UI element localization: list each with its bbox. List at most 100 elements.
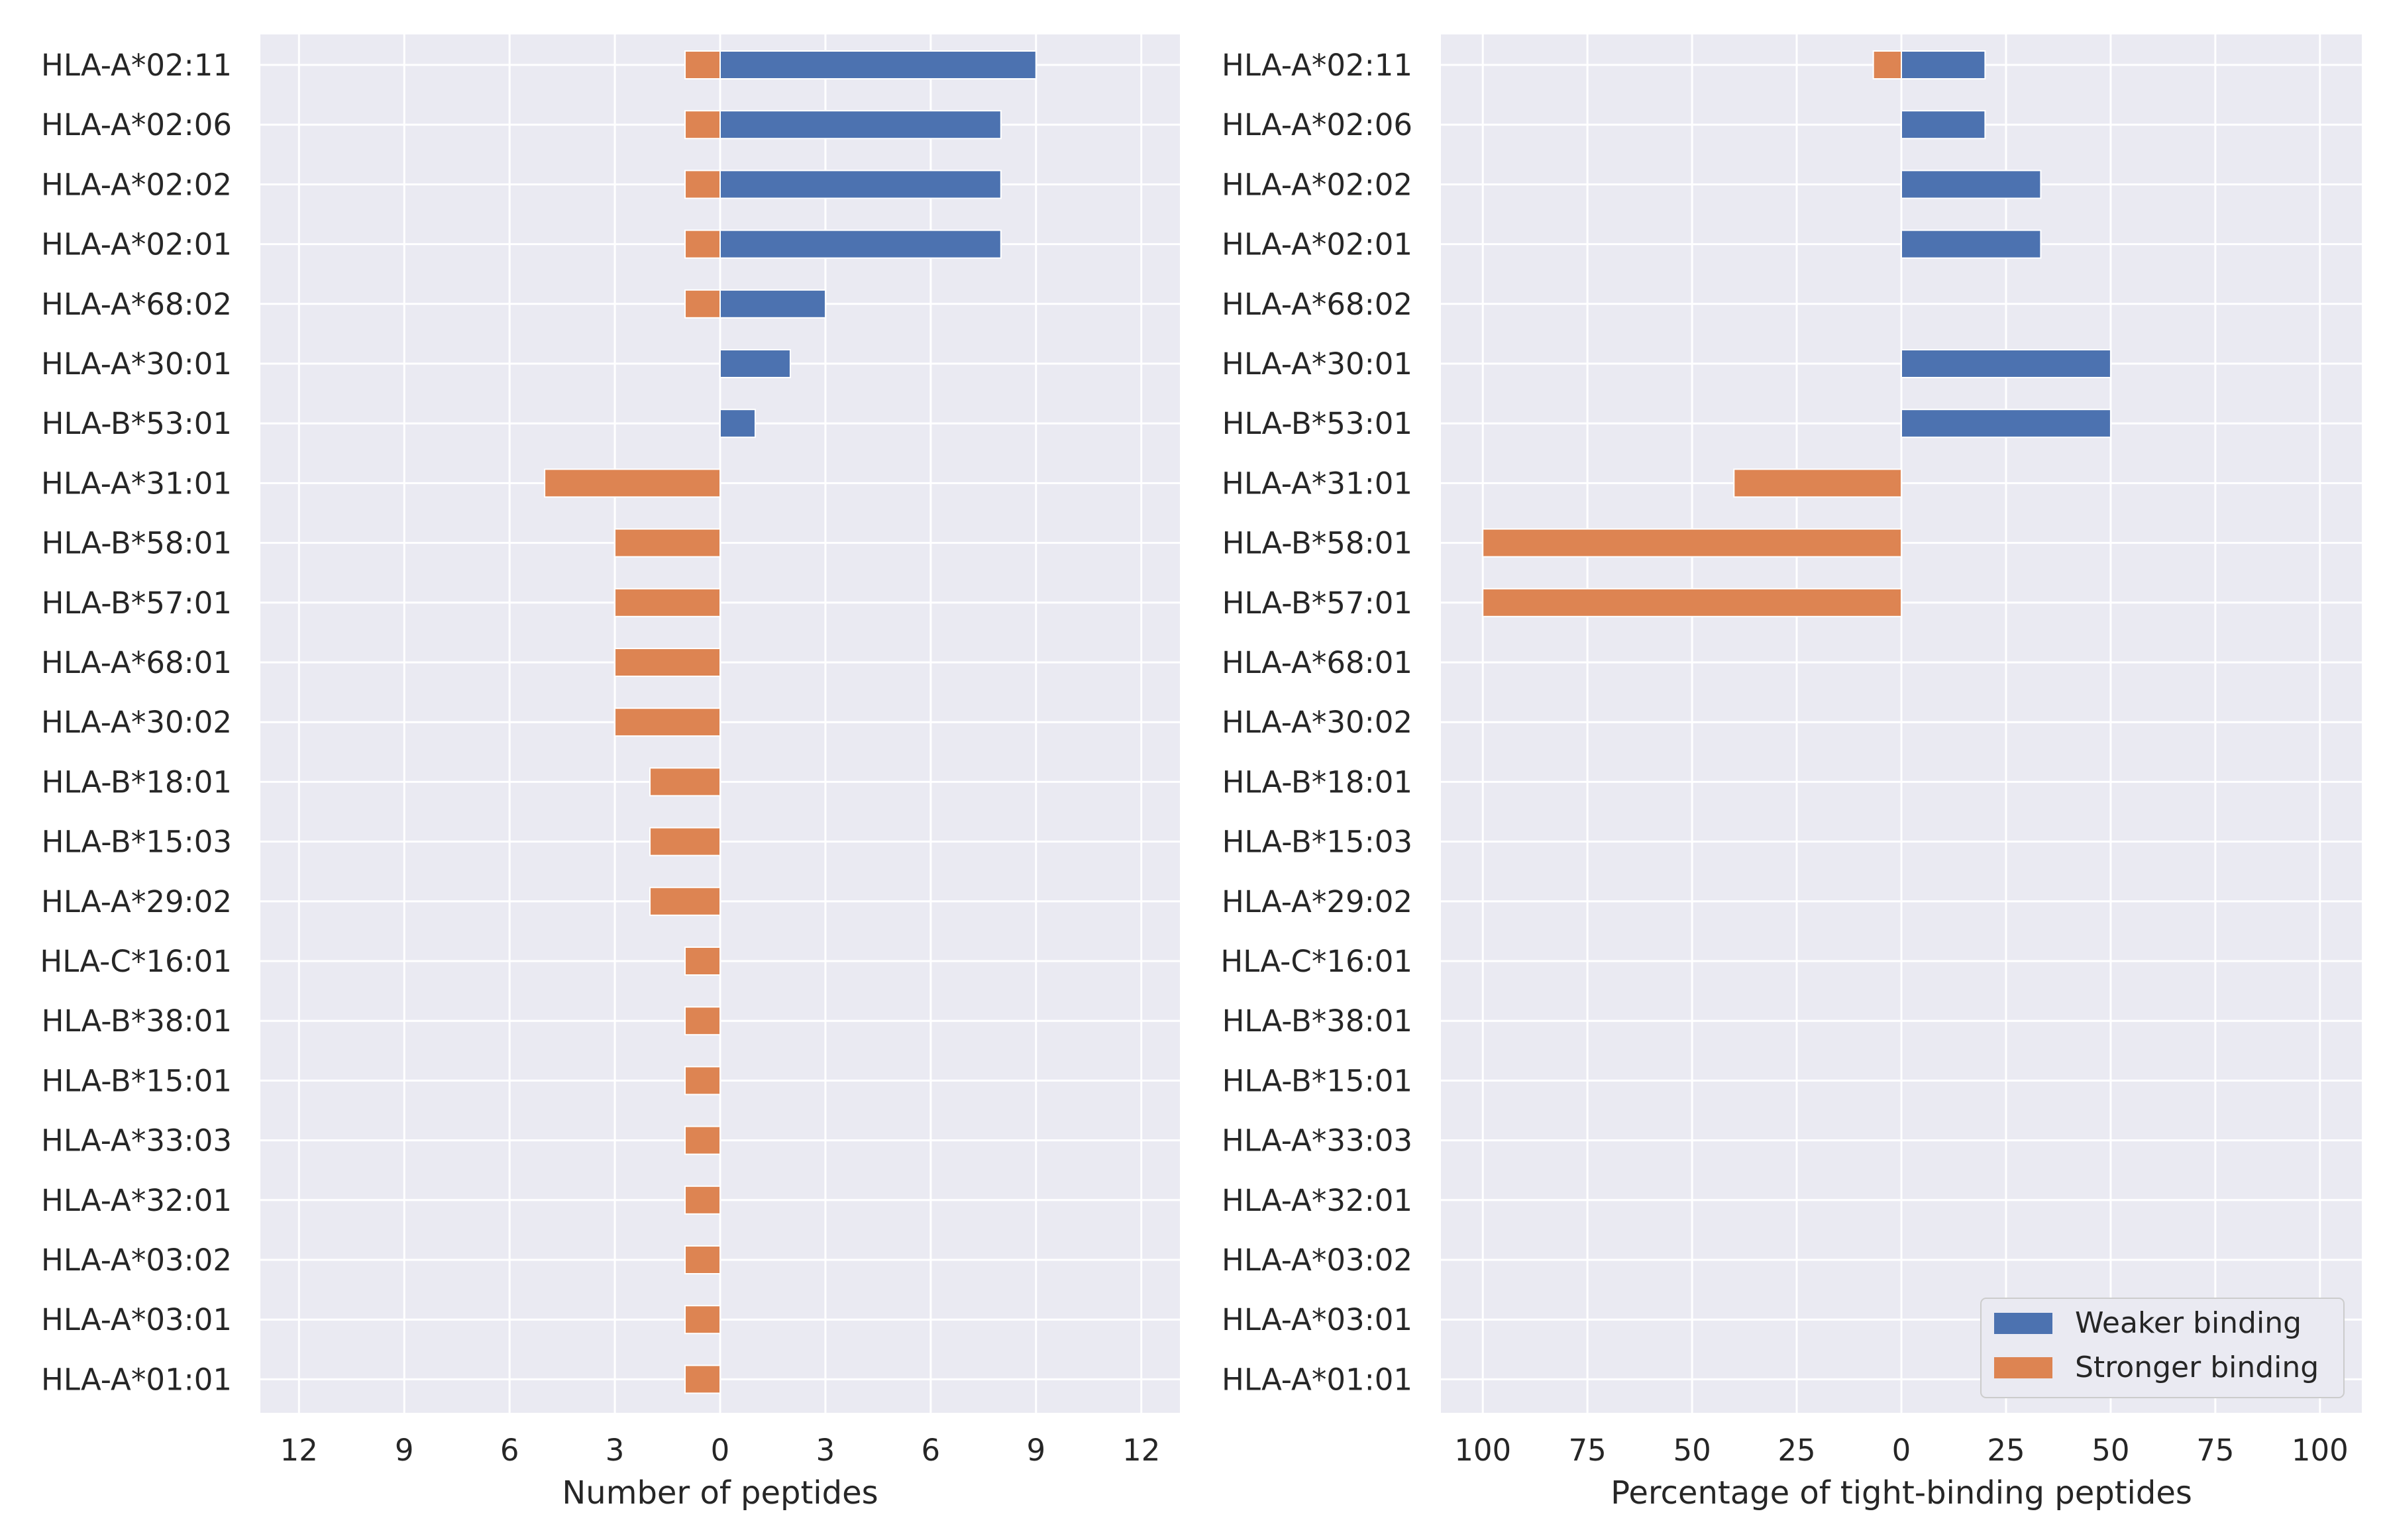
y-tick-label: HLA-B*15:03 — [1222, 825, 1412, 860]
bar-stronger-binding — [684, 1185, 721, 1215]
y-tick-label: HLA-B*58:01 — [1222, 526, 1412, 561]
bar-stronger-binding — [1872, 50, 1903, 79]
x-tick-label: 100 — [2292, 1433, 2349, 1468]
y-tick-label: HLA-B*15:01 — [42, 1063, 232, 1098]
bar-weaker-binding — [1901, 110, 1986, 140]
y-tick-label: HLA-B*38:01 — [1222, 1003, 1412, 1039]
y-tick-label: HLA-A*30:01 — [1222, 346, 1412, 382]
y-tick-label: HLA-A*03:01 — [41, 1302, 232, 1337]
bar-stronger-binding — [684, 1125, 721, 1155]
x-tick-label: 3 — [606, 1433, 625, 1468]
bar-stronger-binding — [684, 289, 721, 319]
bar-weaker-binding — [719, 349, 791, 378]
bar-stronger-binding — [684, 170, 721, 199]
y-tick-label: HLA-A*68:01 — [1222, 645, 1412, 680]
y-tick-label: HLA-A*68:01 — [41, 645, 232, 680]
bar-weaker-binding — [719, 170, 1002, 199]
bar-stronger-binding — [649, 827, 721, 856]
legend-swatch-weaker — [1994, 1313, 2052, 1334]
bar-weaker-binding — [719, 409, 756, 438]
bar-stronger-binding — [684, 1245, 721, 1274]
y-tick-label: HLA-A*68:02 — [1222, 287, 1412, 322]
y-tick-label: HLA-A*33:03 — [41, 1123, 232, 1158]
bar-stronger-binding — [684, 947, 721, 976]
y-tick-label: HLA-A*29:02 — [1222, 884, 1412, 919]
y-tick-label: HLA-A*03:02 — [41, 1243, 232, 1278]
bar-weaker-binding — [1901, 50, 1986, 79]
bar-stronger-binding — [684, 1305, 721, 1335]
y-tick-label: HLA-A*29:02 — [41, 884, 232, 919]
legend: Weaker binding Stronger binding — [1980, 1298, 2345, 1398]
y-tick-label: HLA-A*03:01 — [1222, 1302, 1412, 1337]
bar-weaker-binding — [719, 50, 1037, 79]
y-tick-label: HLA-C*16:01 — [1220, 944, 1412, 979]
y-tick-label: HLA-A*03:02 — [1222, 1243, 1412, 1278]
bar-stronger-binding — [684, 229, 721, 259]
y-tick-label: HLA-A*32:01 — [1222, 1183, 1412, 1218]
y-tick-label: HLA-A*02:06 — [41, 107, 232, 142]
y-tick-label: HLA-C*16:01 — [40, 944, 232, 979]
y-tick-label: HLA-A*30:02 — [41, 705, 232, 740]
y-tick-label: HLA-A*30:01 — [41, 346, 232, 382]
y-tick-label: HLA-B*53:01 — [42, 406, 232, 441]
x-axis-label: Number of peptides — [562, 1474, 878, 1512]
legend-swatch-stronger — [1994, 1357, 2052, 1378]
y-tick-label: HLA-A*31:01 — [1222, 466, 1412, 501]
y-tick-label: HLA-B*57:01 — [1222, 586, 1412, 621]
x-tick-label: 50 — [1673, 1433, 1711, 1468]
bar-stronger-binding — [614, 707, 721, 737]
bar-stronger-binding — [649, 886, 721, 916]
bar-weaker-binding — [1901, 409, 2111, 438]
y-tick-label: HLA-A*33:03 — [1222, 1123, 1412, 1158]
bar-weaker-binding — [1901, 349, 2111, 378]
bar-stronger-binding — [649, 767, 721, 797]
y-tick-label: HLA-A*01:01 — [1222, 1362, 1412, 1397]
x-tick-label: 3 — [816, 1433, 835, 1468]
bar-stronger-binding — [684, 50, 721, 79]
left-chart-panel: HLA-A*02:11 HLA-A*02:06 HLA-A*02:02 HLA-A*0… — [40, 34, 1180, 1512]
bar-stronger-binding — [1482, 528, 1903, 558]
legend-box — [1980, 1298, 2345, 1398]
x-tick-label: 75 — [2196, 1433, 2234, 1468]
x-tick-label: 75 — [1569, 1433, 1607, 1468]
y-tick-label: HLA-B*38:01 — [42, 1003, 232, 1039]
x-tick-label: 9 — [395, 1433, 414, 1468]
y-tick-label: HLA-A*30:02 — [1222, 705, 1412, 740]
y-tick-label: HLA-B*58:01 — [42, 526, 232, 561]
y-tick-label: HLA-B*18:01 — [1222, 764, 1412, 799]
y-tick-label: HLA-B*57:01 — [42, 586, 232, 621]
bar-weaker-binding — [1901, 170, 2042, 199]
x-tick-label: 25 — [1987, 1433, 2025, 1468]
bar-stronger-binding — [1482, 588, 1903, 617]
y-tick-label: HLA-A*02:02 — [1222, 167, 1412, 202]
y-tick-label: HLA-B*15:03 — [42, 825, 232, 860]
legend-label-stronger: Stronger binding — [2075, 1351, 2319, 1384]
y-tick-label: HLA-A*02:11 — [41, 48, 232, 83]
legend-label-weaker: Weaker binding — [2075, 1306, 2302, 1340]
y-tick-label: HLA-A*02:01 — [41, 227, 232, 262]
y-tick-label: HLA-A*02:06 — [1222, 107, 1412, 142]
right-chart-panel: HLA-A*02:11 HLA-A*02:06 HLA-A*02:02 HLA-A*0… — [1220, 34, 2362, 1512]
bar-stronger-binding — [684, 110, 721, 140]
bar-stronger-binding — [614, 648, 721, 677]
bar-weaker-binding — [719, 110, 1002, 140]
bar-stronger-binding — [1733, 468, 1902, 498]
x-tick-label: 9 — [1026, 1433, 1045, 1468]
x-tick-label: 0 — [1892, 1433, 1911, 1468]
y-tick-label: HLA-A*31:01 — [41, 466, 232, 501]
bar-stronger-binding — [684, 1006, 721, 1036]
y-tick-label: HLA-B*53:01 — [1222, 406, 1412, 441]
x-tick-label: 25 — [1777, 1433, 1815, 1468]
x-axis-label: Percentage of tight-binding peptides — [1611, 1474, 2192, 1512]
x-tick-label: 6 — [922, 1433, 941, 1468]
y-tick-label: HLA-A*02:01 — [1222, 227, 1412, 262]
y-tick-label: HLA-A*32:01 — [41, 1183, 232, 1218]
x-tick-label: 12 — [280, 1433, 318, 1468]
x-tick-label: 100 — [1454, 1433, 1511, 1468]
x-tick-label: 12 — [1122, 1433, 1160, 1468]
y-tick-label: HLA-A*02:02 — [41, 167, 232, 202]
x-tick-label: 0 — [711, 1433, 730, 1468]
y-tick-label: HLA-A*68:02 — [41, 287, 232, 322]
bar-stronger-binding — [614, 588, 721, 617]
bar-stronger-binding — [544, 468, 721, 498]
